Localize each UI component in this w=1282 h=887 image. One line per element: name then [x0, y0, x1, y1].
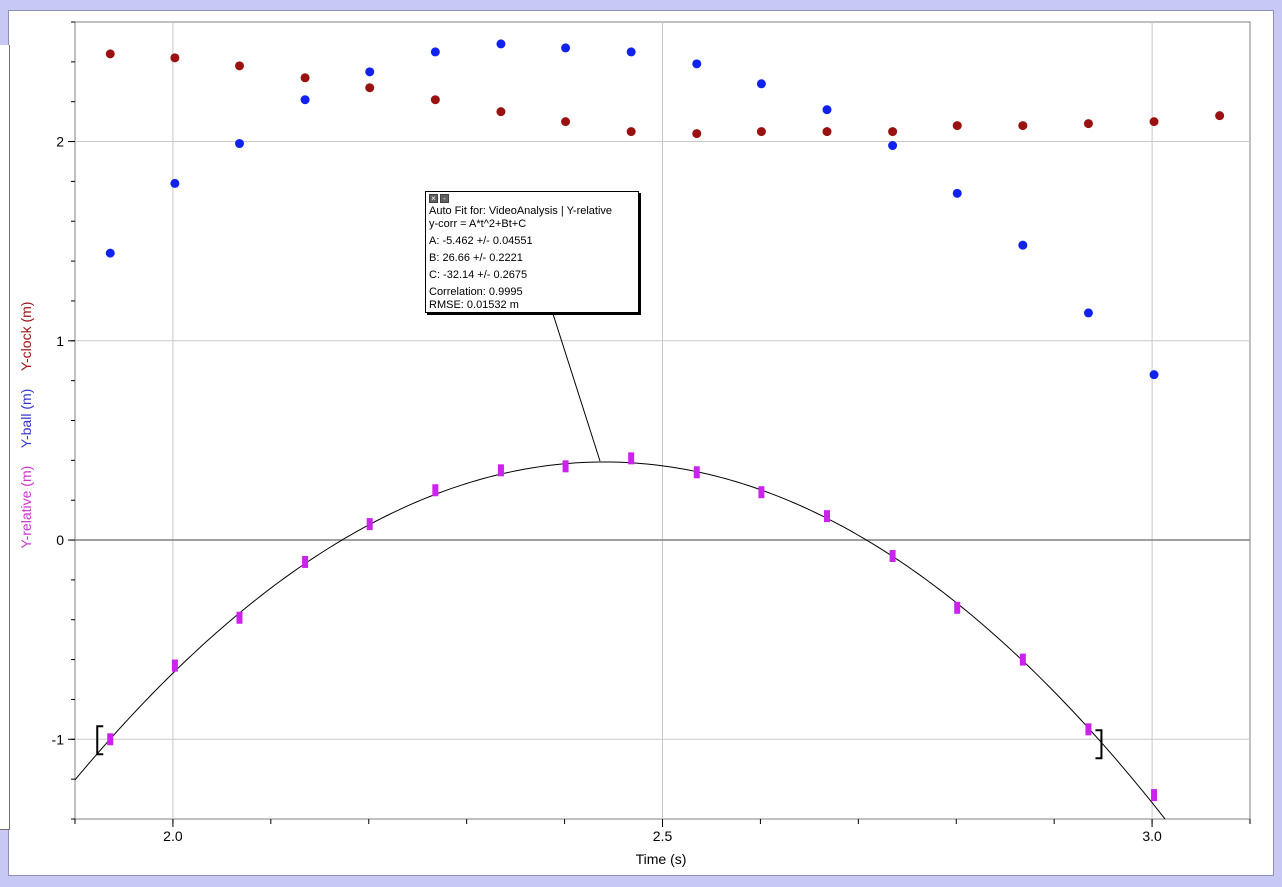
point-y-relative[interactable] [432, 484, 439, 497]
x-tick-label: 3.0 [1142, 828, 1162, 844]
point-y-ball[interactable] [365, 67, 375, 77]
point-y-clock[interactable] [1018, 121, 1028, 131]
fit-correlation: Correlation: 0.9995 [429, 286, 523, 298]
point-y-clock[interactable] [105, 49, 115, 59]
point-y-ball[interactable] [756, 79, 766, 89]
point-y-clock[interactable] [170, 53, 180, 63]
fit-range-bracket-right[interactable] [1095, 729, 1103, 760]
point-y-ball[interactable] [1018, 240, 1028, 250]
fit-box-controls: × - [429, 194, 635, 205]
point-y-ball[interactable] [822, 105, 832, 115]
y-tick-label: 0 [56, 532, 64, 548]
axis-ticks: 2.0 2.5 3.0 -1 0 1 2 [52, 21, 1251, 844]
point-y-clock[interactable] [1215, 111, 1225, 121]
data-points [105, 39, 1225, 802]
point-y-ball[interactable] [692, 59, 702, 69]
point-y-relative[interactable] [562, 460, 569, 473]
point-y-ball[interactable] [430, 47, 440, 57]
point-y-relative[interactable] [628, 452, 635, 465]
point-y-relative[interactable] [954, 601, 961, 614]
point-y-relative[interactable] [758, 486, 765, 499]
y-tick-label: -1 [52, 731, 65, 747]
close-icon[interactable]: × [429, 194, 438, 203]
point-y-relative[interactable] [171, 659, 178, 672]
point-y-clock[interactable] [626, 127, 636, 137]
point-y-clock[interactable] [756, 127, 766, 137]
point-y-clock[interactable] [952, 121, 962, 131]
fit-param-c: C: -32.14 +/- 0.2675 [429, 269, 528, 281]
fit-annotation-leader [552, 313, 601, 462]
fit-range-bracket-left[interactable] [96, 725, 104, 756]
y-tick-label: 1 [56, 333, 64, 349]
point-y-ball[interactable] [170, 178, 180, 188]
point-y-relative[interactable] [693, 466, 700, 479]
fit-title: Auto Fit for: VideoAnalysis | Y-relative [429, 205, 613, 217]
point-y-ball[interactable] [235, 139, 244, 149]
point-y-relative[interactable] [107, 733, 114, 746]
point-y-relative[interactable] [889, 549, 896, 562]
fit-rmse: RMSE: 0.01532 m [429, 299, 519, 311]
point-y-ball[interactable] [300, 95, 310, 105]
point-y-ball[interactable] [105, 248, 115, 258]
point-y-relative[interactable] [366, 518, 373, 531]
fit-param-b: B: 26.66 +/- 0.2221 [429, 252, 523, 264]
point-y-ball[interactable] [952, 188, 962, 198]
point-y-relative[interactable] [1019, 653, 1026, 666]
x-tick-label: 2.5 [653, 828, 673, 844]
point-y-relative[interactable] [236, 611, 243, 624]
point-y-relative[interactable] [1151, 789, 1158, 802]
point-y-clock[interactable] [300, 73, 310, 83]
y-axis-title-clock: Y-clock (m) [18, 302, 34, 372]
point-y-clock[interactable] [235, 61, 244, 71]
fit-curve [75, 461, 1166, 819]
y-tick-label: 2 [56, 134, 64, 150]
point-y-ball[interactable] [1149, 370, 1159, 380]
point-y-ball[interactable] [561, 43, 571, 53]
auto-fit-info-box[interactable]: × - Auto Fit for: VideoAnalysis | Y-rela… [425, 191, 639, 313]
x-tick-label: 2.0 [163, 828, 183, 844]
point-y-ball[interactable] [496, 39, 506, 49]
point-y-clock[interactable] [888, 127, 898, 137]
point-y-clock[interactable] [1083, 119, 1093, 129]
grid [75, 22, 1250, 819]
point-y-clock[interactable] [561, 117, 571, 127]
point-y-ball[interactable] [1083, 308, 1093, 318]
fit-curve-layer [75, 461, 1166, 819]
point-y-relative[interactable] [302, 555, 309, 568]
point-y-clock[interactable] [1149, 117, 1159, 127]
x-axis-title: Time (s) [636, 851, 687, 867]
fit-param-a: A: -5.462 +/- 0.04551 [429, 235, 533, 247]
y-axis-title-ball: Y-ball (m) [18, 389, 34, 448]
svg-text:Y-relative (m) Y-ball: Y-relative (m) Y-ball (m) Y-clock (m) [18, 302, 34, 549]
point-y-clock[interactable] [496, 107, 506, 117]
point-y-relative[interactable] [497, 464, 504, 477]
minimize-icon[interactable]: - [440, 194, 449, 203]
point-y-clock[interactable] [365, 83, 375, 93]
point-y-clock[interactable] [430, 95, 440, 105]
point-y-ball[interactable] [626, 47, 636, 57]
left-panel-edge [0, 45, 10, 830]
y-axis-title-relative: Y-relative (m) [18, 466, 34, 549]
point-y-clock[interactable] [822, 127, 832, 137]
point-y-relative[interactable] [824, 510, 830, 523]
point-y-relative[interactable] [1085, 723, 1092, 736]
fit-equation: y-corr = A*t^2+Bt+C [429, 218, 527, 230]
point-y-ball[interactable] [888, 141, 898, 151]
y-axis-title: Y-relative (m) Y-ball (m) Y-clock (m) [18, 302, 34, 549]
point-y-clock[interactable] [692, 129, 702, 139]
